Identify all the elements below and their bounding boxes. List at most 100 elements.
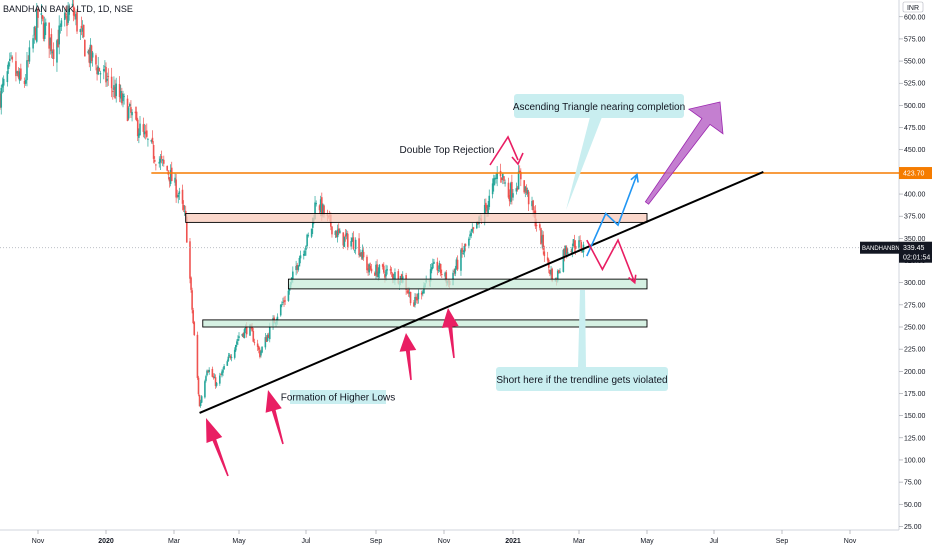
candle-body xyxy=(65,13,67,15)
candle-body xyxy=(420,292,423,295)
candle-body xyxy=(178,191,181,194)
candle-body xyxy=(52,49,55,59)
symbol-badge-label: BANDHANBNK xyxy=(862,246,904,252)
candle-body xyxy=(433,261,435,264)
candle-body xyxy=(367,268,369,271)
candle-body xyxy=(495,177,497,180)
candle-body xyxy=(99,73,102,75)
candle-body xyxy=(503,176,505,181)
candle-body xyxy=(397,271,400,284)
candle-body xyxy=(159,158,162,163)
candle-body xyxy=(303,253,305,256)
candle-body xyxy=(287,290,290,301)
candle-body xyxy=(445,272,448,283)
price-tick-label: 200.00 xyxy=(904,369,926,376)
candle-body xyxy=(89,44,92,64)
candle-body xyxy=(517,171,520,190)
candle-body xyxy=(500,177,503,181)
candle-body xyxy=(265,337,268,342)
candle-body xyxy=(82,24,85,38)
candle-body xyxy=(437,269,440,271)
candle-body xyxy=(492,178,495,186)
candle-body xyxy=(564,246,567,255)
time-tick-label: 2021 xyxy=(505,538,521,545)
price-tick-label: 575.00 xyxy=(904,36,926,43)
lines-layer xyxy=(0,135,899,414)
candle-body xyxy=(297,265,300,270)
price-tick-label: 475.00 xyxy=(904,125,926,132)
candle-body xyxy=(219,375,221,384)
candle-body xyxy=(71,3,74,6)
candle-body xyxy=(512,193,514,198)
candle-body xyxy=(350,240,352,247)
candle-body xyxy=(23,80,26,84)
candle-body xyxy=(298,257,301,267)
candle-body xyxy=(391,273,394,279)
candle-body xyxy=(168,177,171,182)
time-tick-label: Jul xyxy=(710,538,719,545)
candle-body xyxy=(185,216,188,243)
candle-body xyxy=(27,60,29,61)
candle-body xyxy=(88,49,91,63)
time-tick-label: Sep xyxy=(370,538,383,545)
price-tick-label: 175.00 xyxy=(904,391,926,398)
candle-body xyxy=(526,190,529,195)
candle-body xyxy=(147,138,149,140)
candle-body xyxy=(407,290,410,294)
candle-body xyxy=(58,25,60,45)
candle-body xyxy=(129,104,131,107)
ascending-triangle-note: Ascending Triangle nearing completion xyxy=(513,102,685,113)
candle-body xyxy=(267,334,270,338)
candle-body xyxy=(314,202,316,220)
candle-body xyxy=(72,6,75,16)
candle-body xyxy=(353,249,356,251)
price-tick-label: 25.00 xyxy=(904,524,922,531)
candle-body xyxy=(361,249,364,259)
candle-body xyxy=(444,272,446,277)
candle-body xyxy=(97,66,99,75)
double-top-label-bg xyxy=(404,142,490,157)
candle-body xyxy=(11,56,14,60)
last-price-label: 339.45 xyxy=(903,245,925,252)
candle-body xyxy=(121,93,123,104)
candle-body xyxy=(455,259,458,269)
candle-body xyxy=(531,200,533,207)
candle-body xyxy=(104,66,106,68)
candle-body xyxy=(488,195,491,208)
candle-body xyxy=(235,344,237,351)
time-tick-label: May xyxy=(640,538,654,545)
candle-body xyxy=(307,235,310,237)
candle-body xyxy=(135,111,138,121)
candle-body xyxy=(494,177,496,180)
zones-layer xyxy=(185,213,648,328)
price-tick-label: 600.00 xyxy=(904,14,926,21)
candle-body xyxy=(462,253,465,254)
time-tick-label: Nov xyxy=(438,538,451,545)
candle-body xyxy=(533,211,536,213)
candle-body xyxy=(115,83,117,97)
short-here-callout-box xyxy=(496,367,668,391)
candle-body xyxy=(257,346,260,350)
candle-body xyxy=(572,239,575,246)
candle-body xyxy=(543,251,546,257)
candle-body xyxy=(122,93,124,102)
candle-body xyxy=(318,205,321,211)
candle-body xyxy=(439,263,442,274)
candle-body xyxy=(456,259,459,270)
price-tick-label: 50.00 xyxy=(904,502,922,509)
candle-body xyxy=(233,349,236,358)
candle-body xyxy=(573,240,576,248)
candle-body xyxy=(440,273,443,276)
candle-body xyxy=(183,210,186,212)
candle-body xyxy=(471,228,474,232)
candle-body xyxy=(63,12,66,20)
candle-body xyxy=(565,247,568,254)
candle-body xyxy=(268,326,271,340)
currency-badge xyxy=(902,1,924,13)
candle-body xyxy=(376,264,378,277)
candle-body xyxy=(260,351,262,356)
candle-body xyxy=(146,130,148,137)
candle-body xyxy=(463,245,466,253)
